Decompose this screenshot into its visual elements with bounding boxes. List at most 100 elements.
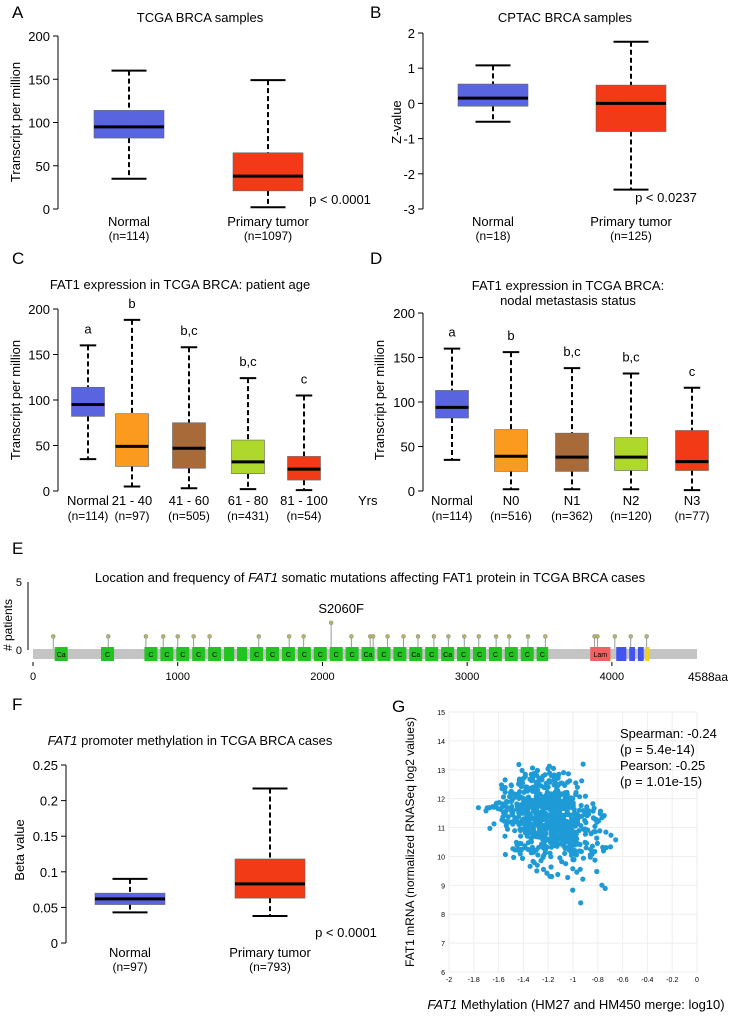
panel-d: D FAT1 expression in TCGA BRCA:nodal meta… xyxy=(370,249,710,523)
panel-label: B xyxy=(370,3,381,22)
domain-label: C xyxy=(318,652,323,659)
box-iqr xyxy=(93,110,165,139)
domain-box xyxy=(629,647,636,661)
significance-letter: b,c xyxy=(563,344,581,359)
scatter-point xyxy=(613,837,619,843)
scatter-point xyxy=(530,858,536,865)
y-tick-label: 8 xyxy=(441,912,445,919)
scatter-point xyxy=(594,868,600,875)
box-iqr xyxy=(172,422,206,469)
domain-label: Ca xyxy=(57,652,66,659)
domain-box xyxy=(377,647,391,661)
protein-domain: C xyxy=(377,647,391,661)
scatter-point xyxy=(528,804,534,810)
y-tick-label: 0 xyxy=(43,484,50,499)
scatter-point xyxy=(586,811,592,817)
y-tick-label: 50 xyxy=(401,440,415,455)
domain-box xyxy=(313,647,327,661)
scatter-point xyxy=(500,814,506,820)
scatter-point xyxy=(573,780,579,786)
protein-domain: C xyxy=(504,647,518,661)
domain-label: C xyxy=(164,652,169,659)
scatter-point xyxy=(502,784,508,791)
domain-box xyxy=(101,647,115,661)
y-tick-label: 150 xyxy=(28,348,50,363)
y-tick-label: 200 xyxy=(28,29,50,44)
category-label: Primary tumor xyxy=(590,214,672,229)
scatter-point xyxy=(522,771,528,777)
scatter-point xyxy=(565,874,571,881)
box-iqr xyxy=(234,858,306,899)
box-iqr xyxy=(457,83,529,107)
sample-size-label: (n=505) xyxy=(168,509,210,523)
mutation-head xyxy=(446,634,451,639)
scatter-point xyxy=(570,887,576,893)
mutation-head xyxy=(349,634,354,639)
y-tick-label: 200 xyxy=(393,306,415,321)
scatter-point xyxy=(591,805,597,811)
y-tick-label: -3 xyxy=(403,202,415,217)
y-tick-label: 10 xyxy=(437,854,445,861)
scatter-point xyxy=(545,766,551,772)
mutation-head xyxy=(106,634,111,639)
hotspot-label: S2060F xyxy=(318,601,364,616)
y-tick-label: -2 xyxy=(403,167,415,182)
protein-domain: Ca xyxy=(441,647,455,661)
domain-box xyxy=(250,647,264,661)
x-tick-label: -1.2 xyxy=(542,977,554,984)
scatter-point xyxy=(567,821,573,828)
scatter-point xyxy=(544,796,550,802)
box-3: b,c N2(n=120) xyxy=(610,350,652,523)
mutation-head xyxy=(191,634,196,639)
protein-domain xyxy=(237,647,248,661)
scatter-point xyxy=(551,772,557,778)
scatter-point xyxy=(563,861,569,867)
scatter-point xyxy=(592,857,598,863)
correlation-stat: (p = 5.4e-14) xyxy=(620,742,695,757)
chart-title: FAT1 expression in TCGA BRCA: xyxy=(472,278,664,293)
significance-letter: a xyxy=(448,325,456,340)
sample-size-label: (n=114) xyxy=(432,509,473,523)
domain-label: C xyxy=(461,652,466,659)
scatter-point xyxy=(484,805,490,811)
domain-label: C xyxy=(105,652,110,659)
protein-domain: C xyxy=(101,647,115,661)
domain-box xyxy=(504,647,518,661)
scatter-point xyxy=(580,826,587,832)
protein-domain: Ca xyxy=(54,647,68,661)
protein-domain xyxy=(616,647,627,661)
scatter-point xyxy=(502,777,508,783)
y-tick-label: -1 xyxy=(403,132,415,147)
scatter-point xyxy=(512,828,518,834)
scatter-point xyxy=(502,833,508,839)
x-tick-label: -1 xyxy=(570,977,576,984)
y-tick-label: 0 xyxy=(51,936,58,951)
scatter-point xyxy=(510,821,516,827)
significance-letter: b,c xyxy=(622,350,640,365)
y-tick-label: 15 xyxy=(437,710,445,717)
scatter-point xyxy=(544,789,550,795)
mutation-head xyxy=(286,634,292,639)
scatter-point xyxy=(493,801,499,808)
category-label: 41 - 60 xyxy=(169,493,209,508)
scatter-point xyxy=(564,789,570,795)
box-0: a Normal(n=114) xyxy=(431,325,473,523)
mutation-head xyxy=(415,634,421,639)
protein-domain: C xyxy=(297,647,311,661)
domain-box xyxy=(54,647,68,661)
scatter-point xyxy=(544,821,551,828)
x-tick-label: -0.4 xyxy=(641,977,653,984)
scatter-point xyxy=(528,848,534,854)
protein-domain: C xyxy=(345,647,359,661)
mutation-head xyxy=(328,620,334,626)
sample-size-label: (n=120) xyxy=(610,509,652,523)
protein-domain: C xyxy=(393,647,407,661)
x-tick-label: -0.8 xyxy=(592,977,604,984)
scatter-point xyxy=(505,814,511,820)
p-value-annotation: p < 0.0001 xyxy=(315,925,377,940)
category-label: Primary tumor xyxy=(229,945,311,960)
scatter-point xyxy=(556,771,562,777)
protein-domain: C xyxy=(144,647,158,661)
y-axis-label: # patients xyxy=(1,599,15,651)
